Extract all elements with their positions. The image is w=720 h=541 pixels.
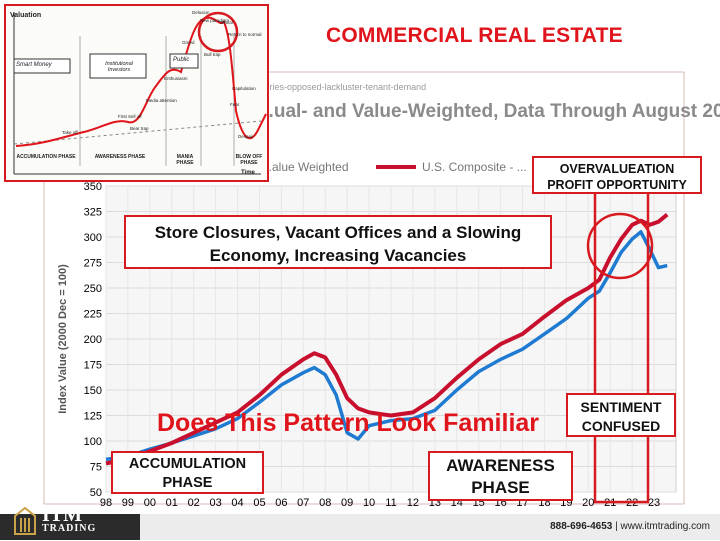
pattern-question: Does This Pattern Look Familiar <box>157 409 540 437</box>
xtick-label-11: 11 <box>385 497 396 509</box>
ytick-label-50: 50 <box>90 487 102 499</box>
footer-website[interactable]: www.itmtrading.com <box>620 521 710 532</box>
ytick-label-275: 275 <box>84 258 102 270</box>
inset-ann-return-normal: Return to normal <box>228 32 262 37</box>
xtick-label-07: 07 <box>297 497 309 509</box>
xtick-label-04: 04 <box>231 497 243 509</box>
chart-title: ...ual- and Value-Weighted, Data Through… <box>258 101 720 122</box>
ytick-label-225: 225 <box>84 309 102 321</box>
sentiment-callout: SENTIMENT CONFUSED <box>566 393 676 437</box>
peak-highlight-circle <box>586 212 654 280</box>
xtick-label-03: 03 <box>209 497 221 509</box>
ytick-label-75: 75 <box>90 462 102 474</box>
ytick-label-100: 100 <box>84 436 102 448</box>
inset-ann-fear: Fear <box>230 102 240 107</box>
inset-ann-bear-trap: Bear trap <box>130 126 149 131</box>
inset-ann-capitulation: Capitulation <box>232 86 256 91</box>
y-axis-label: Index Value (2000 Dec = 100) <box>57 264 69 414</box>
ytick-label-125: 125 <box>84 411 102 423</box>
footer-logo-band <box>0 514 140 540</box>
xtick-label-99: 99 <box>122 497 134 509</box>
xtick-label-05: 05 <box>253 497 265 509</box>
inset-phase-mania: MANIA PHASE <box>176 154 194 166</box>
xtick-label-08: 08 <box>319 497 331 509</box>
inset-phase-awareness: AWARENESS PHASE <box>94 154 146 160</box>
market-cycle-illustration <box>13 11 267 175</box>
inset-ann-greed: Greed <box>182 40 195 45</box>
itm-logo-subtext: TRADING <box>42 523 97 534</box>
inset-ann-new-paradigm: New paradigm <box>200 18 230 23</box>
ytick-label-150: 150 <box>84 385 102 397</box>
xtick-label-98: 98 <box>100 497 112 509</box>
inset-ylabel: Valuation <box>10 12 42 19</box>
inset-phase-blowoff: BLOW OFF PHASE <box>235 154 263 166</box>
inset-box-public: Public <box>173 57 190 63</box>
ytick-label-200: 200 <box>84 334 102 346</box>
store-closures-callout: Store Closures, Vacant Offices and a Slo… <box>124 215 552 269</box>
series-line-composite <box>105 213 669 466</box>
xtick-label-12: 12 <box>407 497 419 509</box>
itm-logo-icon <box>12 506 38 536</box>
accumulation-callout: ACCUMULATION PHASE <box>111 451 264 494</box>
source-fragment: ...ries-opposed-lackluster-tenant-demand <box>262 82 426 92</box>
market-cycle-inset: Valuation Time Smart Money Institutional… <box>4 4 269 182</box>
xtick-label-09: 09 <box>341 497 353 509</box>
ytick-label-175: 175 <box>84 360 102 372</box>
ytick-label-250: 250 <box>84 283 102 295</box>
legend-label-value-weighted: ...alue Weighted <box>262 160 349 174</box>
overvaluation-callout: OVERVALUEATION PROFIT OPPORTUNITY <box>532 156 702 194</box>
footer-contact: 888-696-4653 | www.itmtrading.com <box>550 521 710 532</box>
series-line-value-weighted <box>105 230 668 462</box>
inset-xlabel: Time <box>241 170 255 176</box>
xtick-label-02: 02 <box>188 497 200 509</box>
xtick-label-20: 20 <box>582 497 594 509</box>
xtick-label-01: 01 <box>166 497 178 509</box>
inset-phase-accumulation: ACCUMULATION PHASE <box>16 154 76 160</box>
inset-ann-media: Media attention <box>146 98 177 103</box>
inset-ann-first-selloff: First Sell off <box>118 114 142 119</box>
inset-ann-despair: Despair <box>238 134 254 139</box>
slide-title: COMMERCIAL REAL ESTATE <box>326 24 623 47</box>
xtick-label-06: 06 <box>275 497 287 509</box>
xtick-label-23: 23 <box>648 497 660 509</box>
xtick-label-00: 00 <box>144 497 156 509</box>
inset-ann-denial: Denial <box>220 20 233 25</box>
inset-box-smart-money: Smart Money <box>16 62 52 68</box>
legend-label-composite: U.S. Composite - ... <box>422 160 527 174</box>
footer-separator: | <box>615 521 618 532</box>
ytick-label-350: 350 <box>84 181 102 193</box>
xtick-label-10: 10 <box>363 497 375 509</box>
ytick-label-325: 325 <box>84 207 102 219</box>
footer-phone[interactable]: 888-696-4653 <box>550 521 613 532</box>
inset-ann-bull-trap: Bull trap <box>204 52 221 57</box>
inset-ann-take-off: Take off <box>62 130 78 135</box>
itm-logo-text: ITM <box>42 504 82 526</box>
inset-box-institutional: Institutional Investors <box>105 61 133 73</box>
awareness-callout: AWARENESS PHASE <box>428 451 573 501</box>
ytick-label-300: 300 <box>84 232 102 244</box>
inset-ann-enthusiasm: Enthusiasm <box>164 76 188 81</box>
inset-ann-delusion: Delusion <box>192 10 210 15</box>
